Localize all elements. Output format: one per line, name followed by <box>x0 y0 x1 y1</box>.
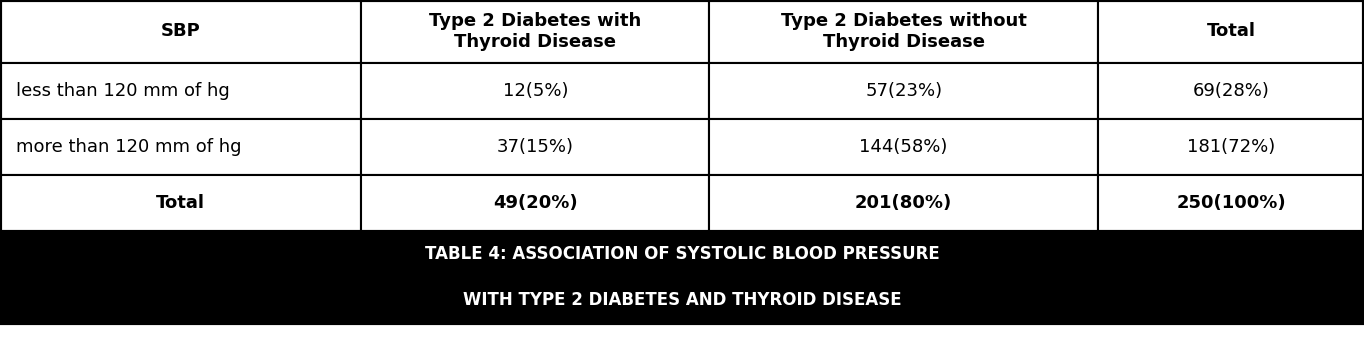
Text: 69(28%): 69(28%) <box>1192 82 1270 100</box>
Text: less than 120 mm of hg: less than 120 mm of hg <box>16 82 231 100</box>
Text: WITH TYPE 2 DIABETES AND THYROID DISEASE: WITH TYPE 2 DIABETES AND THYROID DISEASE <box>462 291 902 309</box>
Bar <box>709 119 1098 175</box>
Bar <box>0 277 1364 323</box>
Text: 201(80%): 201(80%) <box>855 194 952 212</box>
Bar <box>1098 0 1364 63</box>
Text: 144(58%): 144(58%) <box>859 138 948 156</box>
Bar <box>709 63 1098 119</box>
Text: 49(20%): 49(20%) <box>492 194 578 212</box>
Text: SBP: SBP <box>161 22 201 40</box>
Bar <box>1098 119 1364 175</box>
Bar <box>0 63 361 119</box>
Text: 57(23%): 57(23%) <box>865 82 943 100</box>
Text: more than 120 mm of hg: more than 120 mm of hg <box>16 138 241 156</box>
Bar <box>709 0 1098 63</box>
Text: 250(100%): 250(100%) <box>1176 194 1286 212</box>
Bar <box>361 0 709 63</box>
Text: Type 2 Diabetes without
Thyroid Disease: Type 2 Diabetes without Thyroid Disease <box>780 12 1027 51</box>
Bar <box>361 119 709 175</box>
Text: TABLE 4: ASSOCIATION OF SYSTOLIC BLOOD PRESSURE: TABLE 4: ASSOCIATION OF SYSTOLIC BLOOD P… <box>424 245 940 263</box>
Text: 37(15%): 37(15%) <box>496 138 574 156</box>
Text: 12(5%): 12(5%) <box>502 82 569 100</box>
Bar <box>0 0 361 63</box>
Bar <box>361 63 709 119</box>
Text: 181(72%): 181(72%) <box>1187 138 1275 156</box>
Bar <box>0 175 361 231</box>
Bar <box>361 175 709 231</box>
Bar <box>0 119 361 175</box>
Bar <box>709 175 1098 231</box>
Text: Total: Total <box>157 194 205 212</box>
Bar <box>1098 175 1364 231</box>
Bar <box>1098 63 1364 119</box>
Text: Type 2 Diabetes with
Thyroid Disease: Type 2 Diabetes with Thyroid Disease <box>430 12 641 51</box>
Text: Total: Total <box>1207 22 1255 40</box>
Bar <box>0 231 1364 277</box>
